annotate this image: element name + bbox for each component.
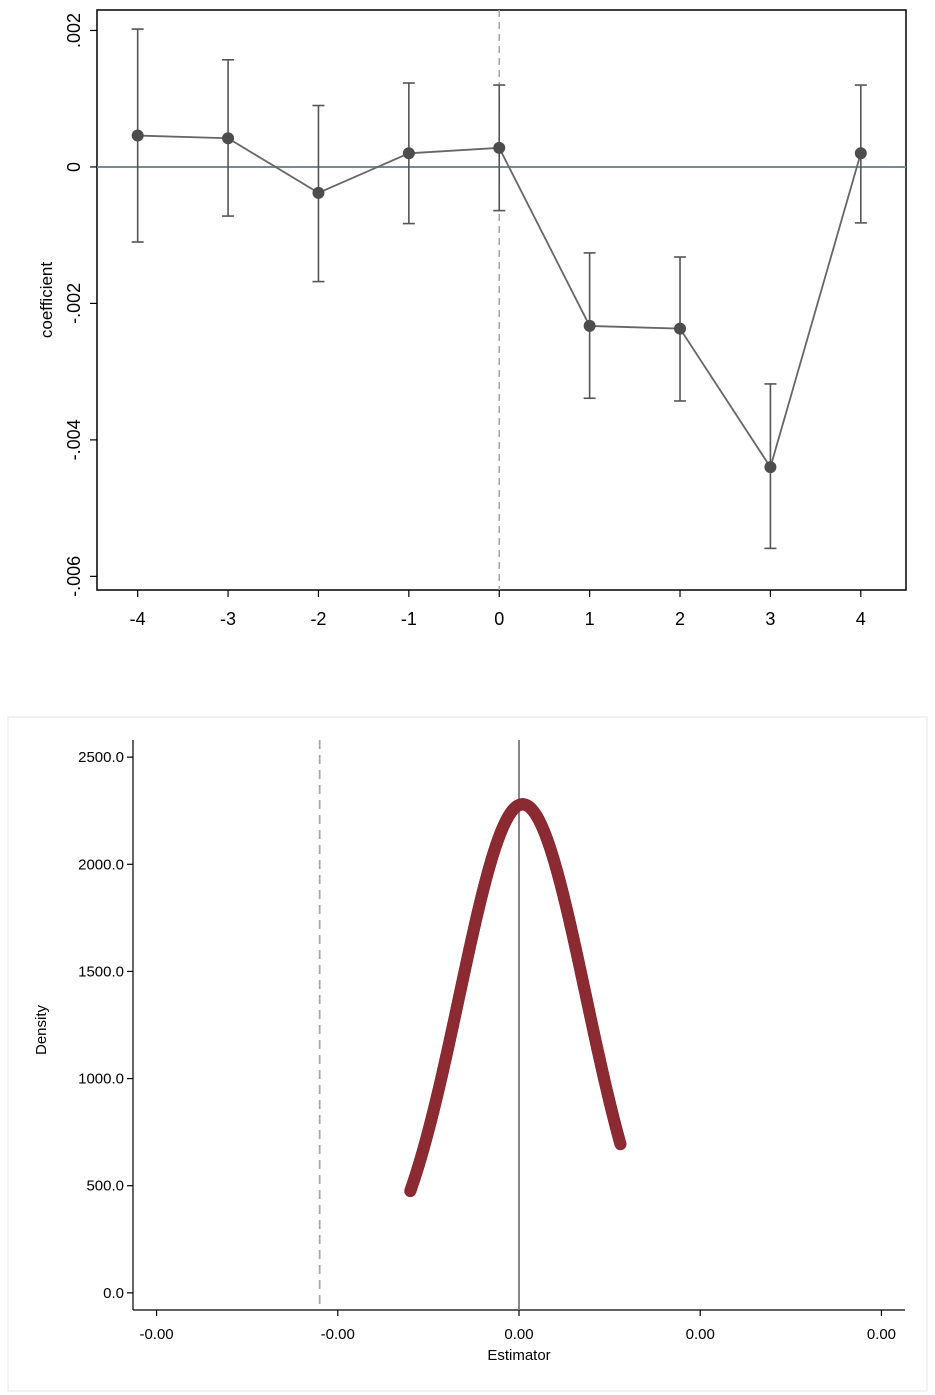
x-tick-label: 0 <box>494 609 504 629</box>
coefficient-point <box>131 129 144 142</box>
x-tick-label: -2 <box>310 609 326 629</box>
coefficient-point <box>402 147 415 160</box>
panel-border <box>7 716 928 1392</box>
y-tick-label: 2500.0 <box>78 749 124 766</box>
y-axis-title: Density <box>33 1004 50 1055</box>
coefficient-point <box>222 132 235 145</box>
coefficient-point <box>583 319 596 332</box>
coefficient-chart: -4 -3 -2 -1 0 1 2 3 4 -.006 -.004 -.002 0 .002 coeffic… <box>37 9 907 629</box>
x-tick-label: 3 <box>765 609 775 629</box>
y-tick-label: .002 <box>64 13 84 48</box>
y-tick-label: 500.0 <box>86 1178 124 1195</box>
coefficient-point <box>854 147 867 160</box>
coefficient-point <box>674 322 687 335</box>
y-axis-title: coefficient <box>37 262 56 339</box>
coefficient-point <box>764 461 777 474</box>
x-tick-label: -0.00 <box>139 1326 173 1343</box>
x-tick-label: 4 <box>856 609 866 629</box>
x-axis-title: Estimator <box>487 1347 550 1364</box>
density-points <box>404 798 627 1198</box>
y-tick-label: -.004 <box>64 419 84 460</box>
y-tick-label: 0.0 <box>103 1285 124 1302</box>
y-tick-label: -.006 <box>64 556 84 597</box>
y-tick-label: 1500.0 <box>78 963 124 980</box>
x-tick-label: -4 <box>130 609 146 629</box>
density-chart: 0.0 500.0 1000.0 1500.0 2000.0 2500.0 -0.00 -0.… <box>7 716 928 1392</box>
x-tick-label: -1 <box>401 609 417 629</box>
plot-frame <box>96 9 907 591</box>
coefficient-point <box>493 141 506 154</box>
density-point <box>614 1138 627 1151</box>
x-tick-label: 1 <box>585 609 595 629</box>
coefficient-point <box>312 186 325 199</box>
y-tick-label: 1000.0 <box>78 1071 124 1088</box>
y-tick-label: 2000.0 <box>78 856 124 873</box>
x-tick-label: 2 <box>675 609 685 629</box>
x-tick-label: 0.00 <box>504 1326 533 1343</box>
x-tick-label: -0.00 <box>321 1326 355 1343</box>
y-tick-label: 0 <box>64 162 84 172</box>
x-tick-label: 0.00 <box>867 1326 896 1343</box>
x-tick-label: 0.00 <box>686 1326 715 1343</box>
x-tick-label: -3 <box>220 609 236 629</box>
y-tick-label: -.002 <box>64 283 84 324</box>
